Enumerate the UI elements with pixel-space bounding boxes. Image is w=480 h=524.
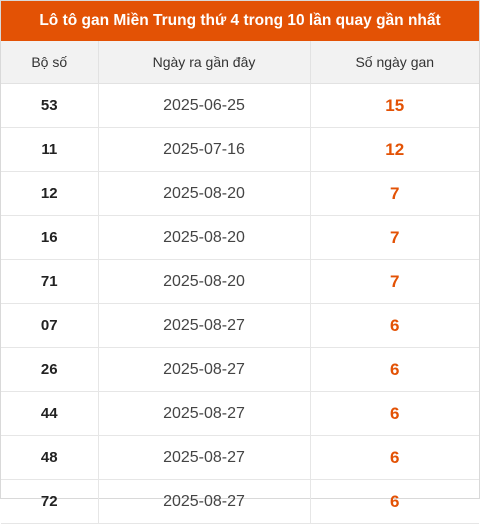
lotogan-table: Bộ số Ngày ra gần đây Số ngày gan 53 2025… bbox=[1, 41, 479, 524]
table-row: 44 2025-08-27 6 bbox=[1, 391, 479, 436]
row-last-date: 2025-08-27 bbox=[98, 435, 311, 480]
row-days-gap: 6 bbox=[310, 303, 479, 348]
header-last-date: Ngày ra gần đây bbox=[98, 41, 311, 84]
row-last-date: 2025-08-27 bbox=[98, 303, 311, 348]
row-last-date: 2025-06-25 bbox=[98, 83, 311, 128]
row-last-date: 2025-08-20 bbox=[98, 215, 311, 260]
row-last-date: 2025-08-20 bbox=[98, 259, 311, 304]
row-last-date: 2025-08-27 bbox=[98, 347, 311, 392]
row-number: 07 bbox=[1, 303, 99, 348]
table-row: 16 2025-08-20 7 bbox=[1, 215, 479, 260]
header-number: Bộ số bbox=[1, 41, 99, 84]
row-number: 72 bbox=[1, 479, 99, 524]
table-row: 72 2025-08-27 6 bbox=[1, 479, 479, 524]
row-number: 44 bbox=[1, 391, 99, 436]
table-row: 48 2025-08-27 6 bbox=[1, 435, 479, 480]
table-header-row: Bộ số Ngày ra gần đây Số ngày gan bbox=[1, 41, 479, 84]
row-number: 11 bbox=[1, 127, 99, 172]
table-row: 12 2025-08-20 7 bbox=[1, 171, 479, 216]
row-days-gap: 6 bbox=[310, 435, 479, 480]
row-last-date: 2025-08-27 bbox=[98, 391, 311, 436]
row-last-date: 2025-08-27 bbox=[98, 479, 311, 524]
header-days-gap: Số ngày gan bbox=[310, 41, 479, 84]
row-days-gap: 6 bbox=[310, 347, 479, 392]
row-days-gap: 7 bbox=[310, 171, 479, 216]
row-days-gap: 15 bbox=[310, 83, 479, 128]
table-row: 53 2025-06-25 15 bbox=[1, 83, 479, 128]
row-days-gap: 7 bbox=[310, 259, 479, 304]
widget-title: Lô tô gan Miền Trung thứ 4 trong 10 lần … bbox=[1, 1, 479, 41]
table-row: 71 2025-08-20 7 bbox=[1, 259, 479, 304]
row-number: 53 bbox=[1, 83, 99, 128]
table-row: 26 2025-08-27 6 bbox=[1, 347, 479, 392]
row-days-gap: 7 bbox=[310, 215, 479, 260]
row-number: 71 bbox=[1, 259, 99, 304]
row-number: 16 bbox=[1, 215, 99, 260]
row-days-gap: 6 bbox=[310, 391, 479, 436]
row-days-gap: 12 bbox=[310, 127, 479, 172]
row-days-gap: 6 bbox=[310, 479, 479, 524]
table-row: 11 2025-07-16 12 bbox=[1, 127, 479, 172]
row-number: 26 bbox=[1, 347, 99, 392]
row-last-date: 2025-08-20 bbox=[98, 171, 311, 216]
row-last-date: 2025-07-16 bbox=[98, 127, 311, 172]
table-row: 07 2025-08-27 6 bbox=[1, 303, 479, 348]
row-number: 48 bbox=[1, 435, 99, 480]
row-number: 12 bbox=[1, 171, 99, 216]
